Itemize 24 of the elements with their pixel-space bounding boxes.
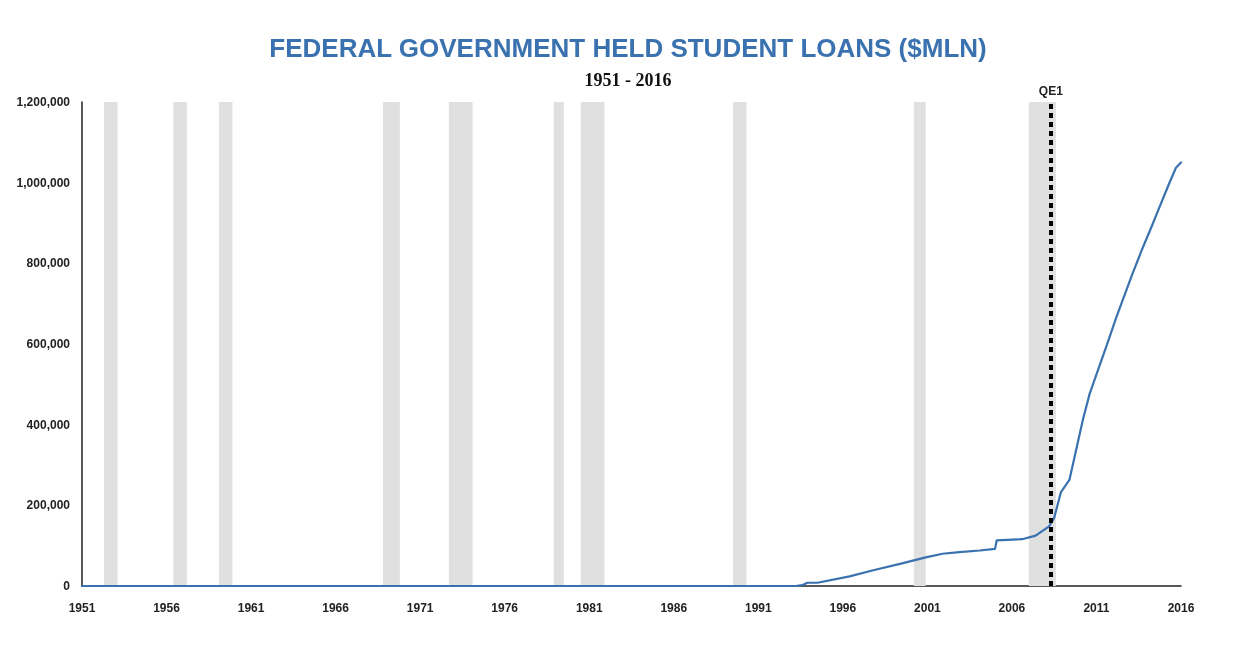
ref-line-label: QE1 bbox=[1038, 84, 1064, 98]
x-tick-label: 2016 bbox=[1167, 601, 1195, 615]
y-tick-label: 600,000 bbox=[26, 337, 71, 351]
x-tick-label: 2006 bbox=[998, 601, 1026, 615]
x-tick-label: 1996 bbox=[829, 601, 857, 615]
y-tick-label: 200,000 bbox=[26, 498, 71, 513]
y-tick-label: 0 bbox=[63, 579, 71, 593]
chart-subtitle: 1951 - 2016 bbox=[584, 70, 672, 90]
x-tick-label: 1976 bbox=[491, 601, 519, 615]
y-tick-label: 1,200,000 bbox=[16, 95, 71, 109]
x-tick-label: 2011 bbox=[1083, 601, 1110, 615]
x-tick-label: 1971 bbox=[406, 601, 434, 615]
y-tick-label: 1,000,000 bbox=[16, 175, 71, 190]
x-tick-label: 1986 bbox=[660, 601, 688, 615]
y-tick-label: 400,000 bbox=[26, 417, 71, 432]
chart-title: FEDERAL GOVERNMENT HELD STUDENT LOANS ($MLN) bbox=[269, 33, 987, 63]
x-tick-label: 1961 bbox=[237, 601, 265, 615]
x-tick-label: 1991 bbox=[744, 601, 772, 615]
x-tick-label: 1951 bbox=[68, 601, 96, 615]
y-tick-label: 800,000 bbox=[26, 256, 71, 271]
x-tick-label: 2001 bbox=[914, 601, 942, 615]
x-tick-label: 1956 bbox=[153, 601, 181, 615]
x-tick-label: 1966 bbox=[322, 601, 350, 615]
x-tick-label: 1981 bbox=[575, 601, 603, 615]
